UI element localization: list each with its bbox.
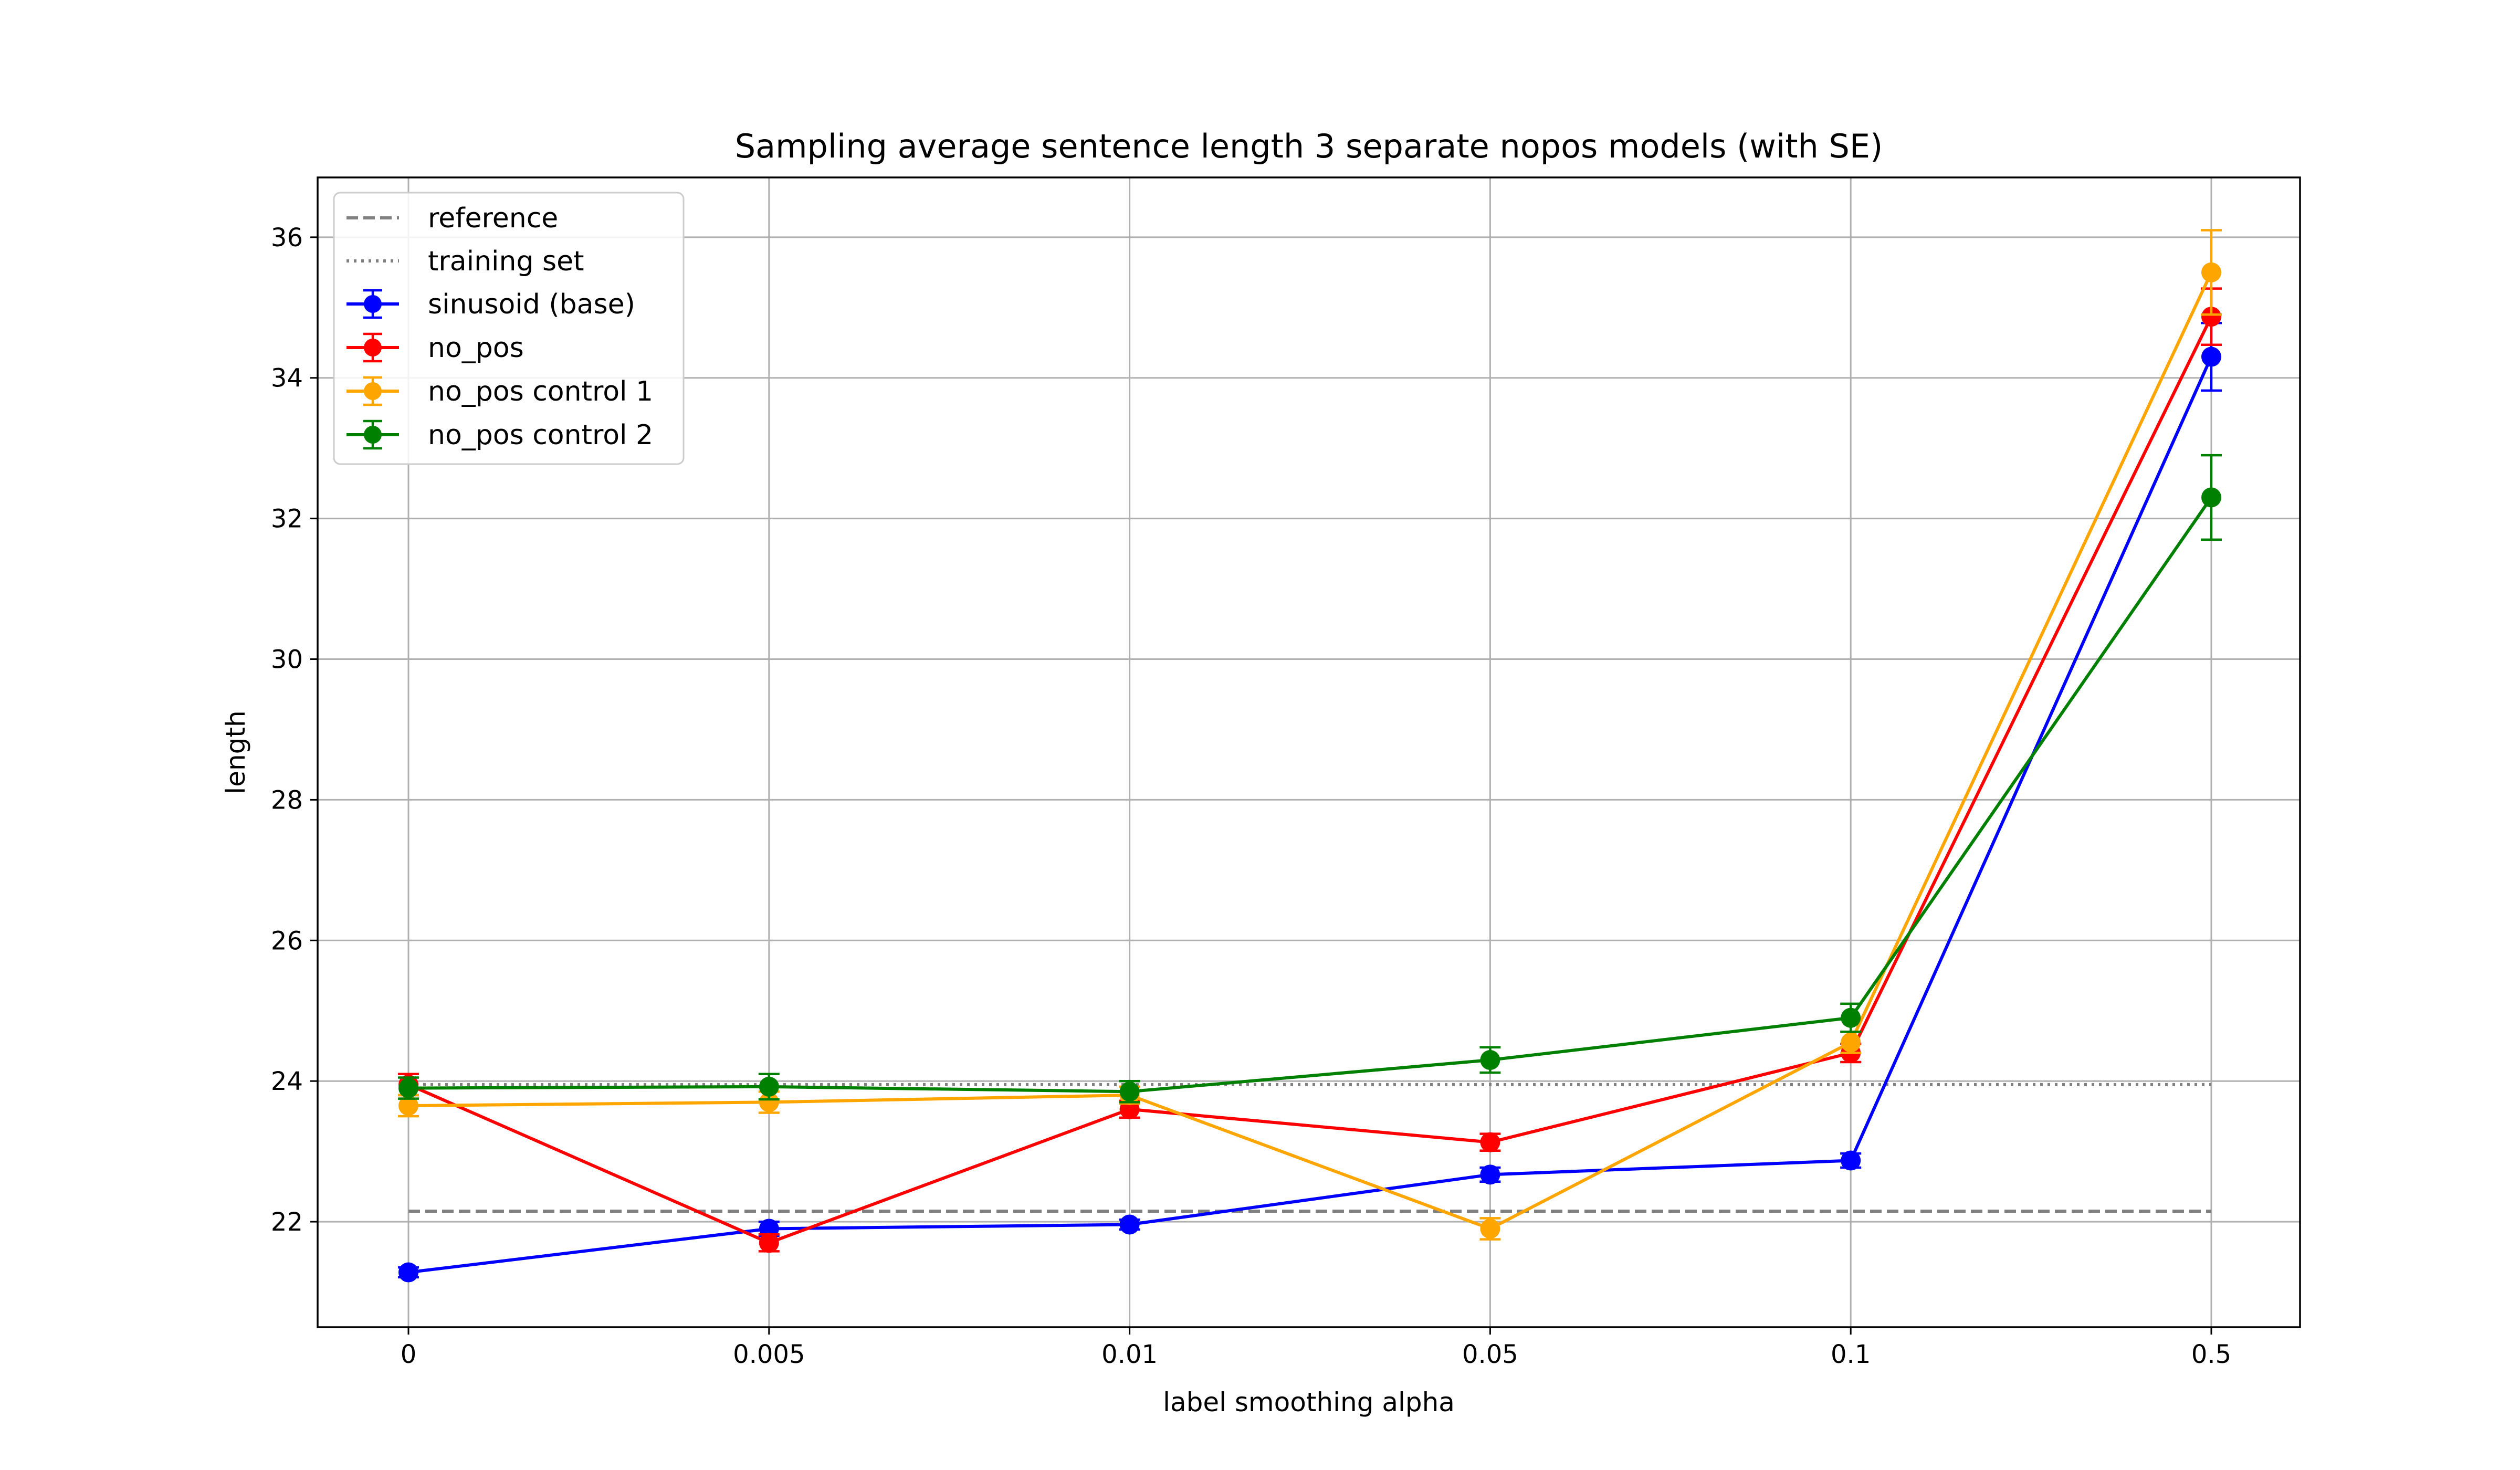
data-point — [759, 1076, 779, 1097]
y-tick-label: 22 — [271, 1208, 303, 1237]
data-point — [1480, 1050, 1500, 1070]
legend-label: no_pos — [428, 332, 524, 364]
legend-swatch-marker — [364, 339, 382, 356]
series — [398, 322, 2222, 1283]
data-point — [1841, 1032, 1861, 1053]
data-point — [1841, 1150, 1861, 1171]
y-axis-ticks: 22 24 26 28 30 32 34 36 — [271, 223, 318, 1237]
data-point — [1480, 1132, 1500, 1152]
x-axis-label: label smoothing alpha — [1163, 1387, 1455, 1418]
legend-box — [333, 192, 685, 465]
legend-swatch-marker — [364, 426, 382, 444]
chart-title: Sampling average sentence length 3 separ… — [735, 127, 1883, 165]
legend: reference training set sinusoid (base) no_p… — [333, 192, 685, 465]
y-axis-label: length — [220, 710, 251, 794]
data-point — [2201, 346, 2221, 367]
x-tick-label: 0.05 — [1462, 1340, 1518, 1369]
series-layer — [398, 229, 2222, 1283]
x-axis-ticks: 0 0.005 0.01 0.05 0.1 0.5 — [401, 1327, 2231, 1369]
legend-label: no_pos control 1 — [428, 376, 653, 407]
series-line — [408, 271, 2213, 1231]
data-point — [1841, 1007, 1861, 1028]
data-point — [1119, 1214, 1140, 1235]
series — [398, 454, 2222, 1104]
data-point — [2201, 262, 2221, 282]
legend-label: reference — [428, 203, 558, 234]
data-point — [1480, 1219, 1500, 1239]
series-line — [408, 356, 2213, 1274]
data-point — [759, 1092, 779, 1112]
x-tick-label: 0.005 — [733, 1340, 805, 1369]
data-point — [2201, 487, 2221, 508]
plot-frame — [317, 176, 2301, 1328]
x-tick-label: 0.1 — [1831, 1340, 1871, 1369]
x-tick-label: 0.01 — [1101, 1340, 1158, 1369]
data-point — [1119, 1082, 1140, 1102]
series-line — [408, 496, 2213, 1094]
y-tick-label: 26 — [271, 926, 303, 956]
x-tick-label: 0 — [401, 1340, 417, 1369]
y-tick-label: 34 — [271, 364, 303, 393]
legend-label: training set — [428, 246, 584, 277]
y-tick-label: 36 — [271, 223, 303, 253]
data-point — [759, 1233, 779, 1253]
data-point — [398, 1078, 418, 1098]
legend-label: no_pos control 2 — [428, 419, 653, 451]
data-point — [2201, 307, 2221, 327]
data-point — [398, 1096, 418, 1116]
y-tick-label: 24 — [271, 1067, 303, 1096]
y-tick-label: 30 — [271, 645, 303, 675]
legend-swatch-marker — [364, 382, 382, 400]
data-point — [1480, 1164, 1500, 1185]
data-point — [398, 1262, 418, 1283]
legend-label: sinusoid (base) — [428, 289, 635, 320]
reference-lines — [408, 1083, 2211, 1213]
y-tick-label: 28 — [271, 785, 303, 815]
x-tick-label: 0.5 — [2191, 1340, 2231, 1369]
y-tick-label: 32 — [271, 505, 303, 534]
legend-swatch-marker — [364, 295, 382, 313]
